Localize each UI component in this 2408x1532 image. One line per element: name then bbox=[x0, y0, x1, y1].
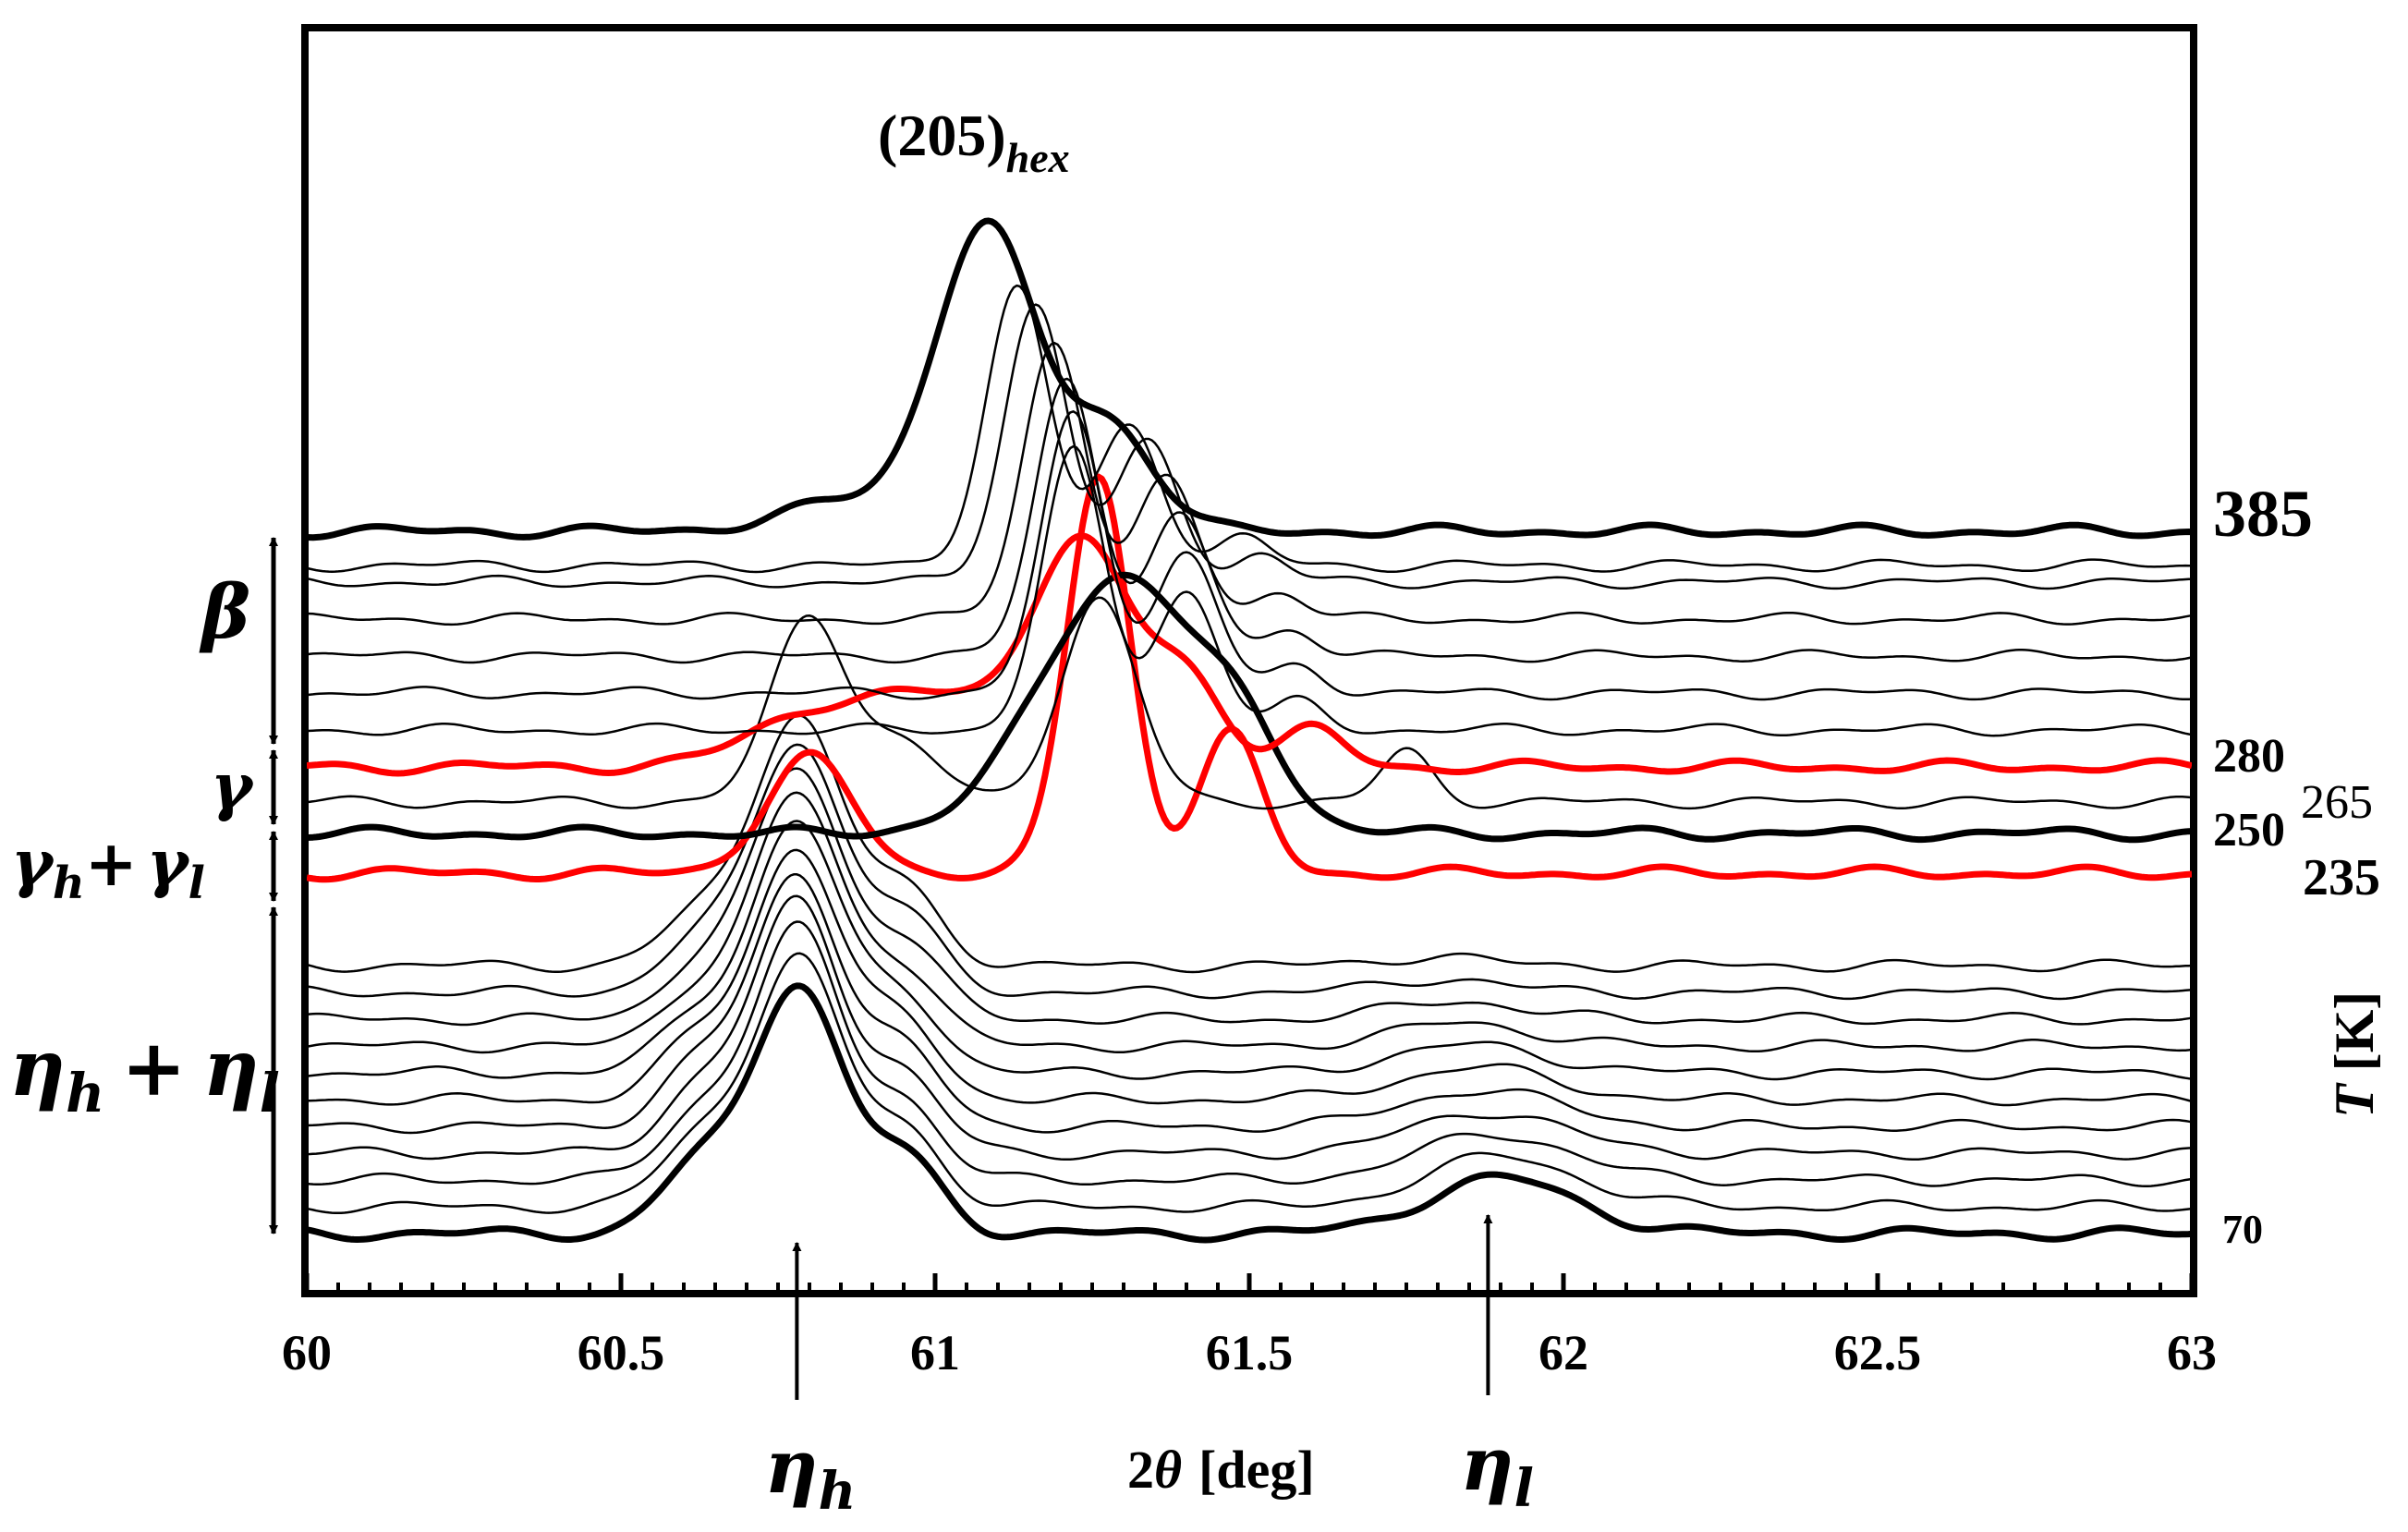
eta-h-label: ηh bbox=[764, 1423, 856, 1522]
x-axis-label-unit: [deg] bbox=[1198, 1440, 1315, 1500]
curve-280K bbox=[307, 532, 2192, 777]
temp-label-250: 250 bbox=[2213, 804, 2285, 857]
gamma-l-sub: l bbox=[189, 857, 205, 909]
x-tick-label-60: 60 bbox=[282, 1325, 332, 1380]
eta-h-sub: h bbox=[66, 1062, 104, 1125]
eta-l-main: η bbox=[203, 1022, 260, 1113]
temp-label-70: 70 bbox=[2222, 1207, 2263, 1252]
temperature-labels: 385 280 265 250 235 70 bbox=[2213, 477, 2380, 1252]
curve-100K bbox=[307, 920, 2192, 1187]
curve-205K bbox=[307, 743, 2192, 1001]
temp-label-235: 235 bbox=[2303, 849, 2380, 906]
curve-130K bbox=[307, 873, 2192, 1135]
eta-h-annot-sub: h bbox=[819, 1461, 857, 1522]
temp-label-385: 385 bbox=[2213, 477, 2313, 551]
x-tick-label-60.5: 60.5 bbox=[578, 1325, 665, 1380]
gamma-plus: + bbox=[85, 827, 138, 901]
x-tick-label-61.5: 61.5 bbox=[1206, 1325, 1294, 1380]
curve-295K bbox=[307, 444, 2192, 737]
x-tick-label-63: 63 bbox=[2167, 1325, 2217, 1380]
curve-70K bbox=[307, 982, 2192, 1244]
x-axis-label: 2θ [deg] bbox=[1127, 1440, 1315, 1500]
phase-label-beta: β bbox=[199, 568, 250, 655]
curve-370K bbox=[307, 284, 2192, 574]
x-tick-label-61: 61 bbox=[910, 1325, 960, 1380]
curve-310K bbox=[307, 410, 2192, 701]
curve-85K bbox=[307, 952, 2192, 1215]
chart-title-subscript: hex bbox=[1006, 134, 1070, 181]
y-axis-label-symbol: T bbox=[2324, 1082, 2385, 1118]
x-tick-label-62: 62 bbox=[1538, 1325, 1588, 1380]
curve-220K bbox=[307, 714, 2192, 974]
curve-340K bbox=[307, 341, 2192, 626]
curve-325K bbox=[307, 377, 2192, 664]
curve-235K bbox=[307, 473, 2192, 883]
x-ticks bbox=[304, 1273, 2195, 1294]
eta-h-annot-main: η bbox=[764, 1423, 818, 1510]
x-axis-label-symbol: θ bbox=[1154, 1440, 1182, 1500]
phase-label-eta-h-plus-eta-l: ηh + ηl bbox=[9, 1022, 280, 1125]
eta-plus: + bbox=[121, 1022, 186, 1113]
eta-l-annot-main: η bbox=[1460, 1420, 1514, 1507]
phase-label-gamma: γ bbox=[211, 750, 255, 824]
chart-title-main: (205) bbox=[878, 103, 1006, 168]
curve-250K bbox=[307, 571, 2192, 844]
gamma-h-sub: h bbox=[53, 857, 85, 909]
curve-265K bbox=[307, 596, 2192, 810]
curve-175K bbox=[307, 791, 2192, 1054]
curve-145K bbox=[307, 848, 2192, 1107]
curve-355K bbox=[307, 303, 2192, 590]
curve-115K bbox=[307, 894, 2192, 1161]
eta-l-annot-sub: l bbox=[1514, 1458, 1534, 1519]
y-axis-label: T [K] bbox=[2324, 991, 2385, 1118]
chart-title: (205)hex bbox=[878, 103, 1070, 181]
curve-385K bbox=[307, 217, 2192, 541]
x-tick-labels: 60 60.5 61 61.5 62 62.5 63 bbox=[282, 1325, 2217, 1380]
x-tick-label-62.5: 62.5 bbox=[1834, 1325, 1922, 1380]
x-axis-label-prefix: 2 bbox=[1127, 1440, 1154, 1500]
eta-l-sub: l bbox=[260, 1062, 280, 1125]
phase-label-gamma-h-plus-gamma-l: γh+ γl bbox=[11, 827, 205, 909]
gamma-l-main: γ bbox=[147, 827, 191, 901]
spectra-group bbox=[307, 217, 2192, 1244]
eta-l-label: ηl bbox=[1460, 1420, 1533, 1519]
temp-label-265: 265 bbox=[2301, 776, 2373, 829]
curve-190K bbox=[307, 767, 2192, 1027]
y-axis-label-unit: [K] bbox=[2324, 991, 2385, 1072]
plot-frame bbox=[301, 24, 2197, 1297]
peak-annotations: ηh ηl bbox=[764, 1214, 1534, 1522]
curve-160K bbox=[307, 820, 2192, 1081]
eta-h-main: η bbox=[9, 1022, 66, 1113]
gamma-h-main: γ bbox=[11, 827, 55, 901]
temp-label-280: 280 bbox=[2213, 730, 2285, 783]
